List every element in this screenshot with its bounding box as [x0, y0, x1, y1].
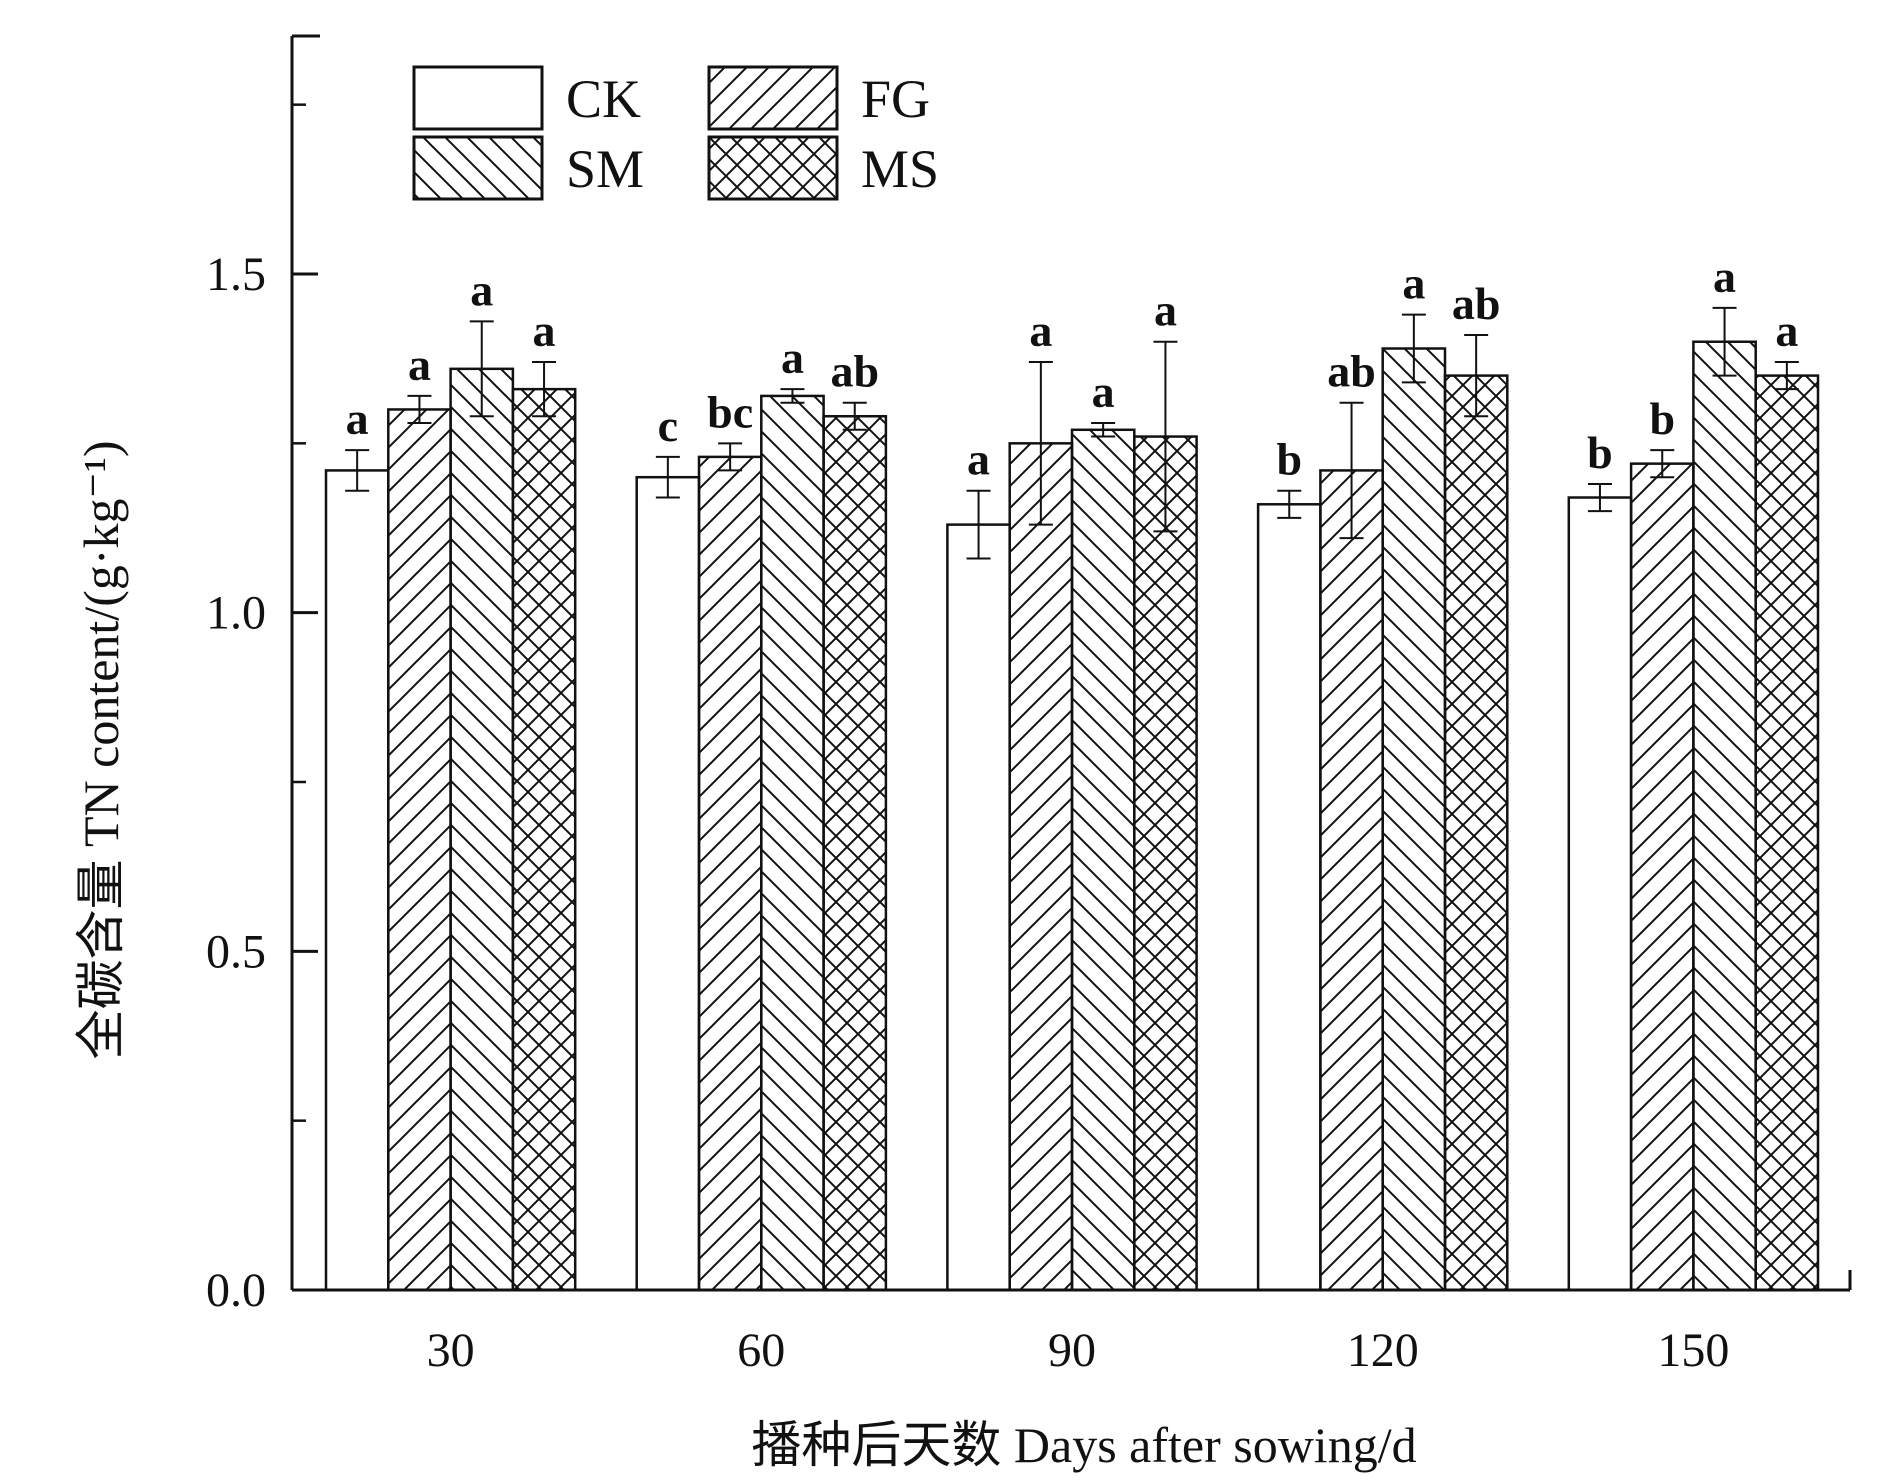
significance-label: b — [1587, 427, 1613, 478]
bar-CK-120 — [1256, 503, 1322, 1292]
error-bar-MS-150 — [1774, 361, 1799, 391]
error-bar-CK-90 — [966, 489, 991, 560]
error-bar-SM-150 — [1712, 306, 1737, 377]
bar-CK-90 — [946, 523, 1011, 1292]
significance-label: a — [408, 339, 431, 390]
legend-item-FG: FG — [707, 65, 930, 131]
significance-label: a — [346, 393, 369, 444]
bar-SM-90 — [1070, 428, 1136, 1292]
legend-swatch — [412, 135, 544, 201]
legend-swatch — [412, 65, 544, 131]
significance-label: ab — [1327, 346, 1376, 397]
bar-CK-60 — [635, 475, 701, 1292]
legend-item-CK: CK — [412, 65, 641, 131]
significance-label: a — [967, 434, 990, 485]
error-bar-FG-30 — [407, 394, 432, 425]
error-bar-SM-120 — [1401, 313, 1426, 384]
significance-label: a — [1154, 285, 1177, 336]
error-bar-MS-120 — [1464, 333, 1489, 418]
error-bar-MS-90 — [1153, 340, 1178, 533]
bar-SM-120 — [1381, 347, 1447, 1292]
significance-label: ab — [830, 346, 879, 397]
x-tick-label: 150 — [1657, 1324, 1729, 1377]
legend-label: SM — [566, 139, 644, 199]
error-bar-MS-30 — [532, 361, 557, 418]
legend-swatch — [707, 135, 839, 201]
legend-label: CK — [566, 69, 641, 129]
bar-CK-150 — [1567, 496, 1633, 1292]
error-bar-FG-120 — [1339, 401, 1364, 540]
error-bar-CK-120 — [1277, 489, 1302, 519]
significance-label: a — [1713, 251, 1736, 302]
error-bar-FG-90 — [1028, 361, 1053, 526]
error-bar-CK-30 — [345, 449, 370, 492]
y-tick-label: 0.5 — [206, 925, 266, 978]
error-bar-FG-150 — [1650, 449, 1675, 479]
legend-swatch — [707, 65, 839, 131]
bar-CK-30 — [324, 469, 390, 1292]
x-tick-label: 60 — [737, 1324, 785, 1377]
significance-label: a — [533, 305, 556, 356]
significance-label: a — [1775, 305, 1798, 356]
error-bar-CK-60 — [655, 455, 680, 499]
bar-FG-90 — [1008, 442, 1074, 1292]
significance-label: bc — [707, 386, 753, 437]
legend-label: MS — [861, 139, 939, 199]
bar-SM-60 — [760, 394, 825, 1292]
bar-MS-60 — [822, 414, 888, 1292]
bar-FG-150 — [1629, 462, 1695, 1292]
y-tick-label: 1.5 — [206, 248, 266, 301]
error-bar-SM-60 — [780, 388, 805, 404]
significance-label: a — [1092, 366, 1115, 417]
x-axis-label: 播种后天数 Days after sowing/d — [751, 1417, 1416, 1473]
significance-label: ab — [1452, 278, 1501, 329]
bar-FG-30 — [387, 408, 452, 1292]
bar-MS-120 — [1443, 374, 1509, 1292]
significance-label: a — [781, 332, 804, 383]
legend-label: FG — [861, 69, 930, 129]
bar-MS-30 — [511, 387, 577, 1292]
error-bar-SM-90 — [1091, 422, 1116, 438]
significance-label: c — [658, 400, 678, 451]
bar-SM-30 — [449, 367, 515, 1292]
significance-label: a — [1402, 258, 1425, 309]
y-tick-label: 0.0 — [206, 1264, 266, 1317]
x-tick-label: 120 — [1347, 1324, 1419, 1377]
bar-SM-150 — [1692, 340, 1757, 1292]
y-axis-label: 全碳含量 TN content/(g·kg⁻¹) — [73, 440, 129, 1059]
error-bar-CK-150 — [1587, 482, 1612, 513]
x-tick-label: 90 — [1048, 1324, 1096, 1377]
y-tick-label: 1.0 — [206, 587, 266, 640]
error-bar-FG-60 — [718, 442, 743, 472]
error-bar-SM-30 — [469, 320, 494, 418]
error-bar-MS-60 — [842, 401, 867, 431]
bar-MS-90 — [1133, 435, 1198, 1292]
significance-label: b — [1276, 434, 1302, 485]
significance-label: a — [470, 264, 493, 315]
significance-label: a — [1029, 305, 1052, 356]
significance-label: b — [1649, 393, 1675, 444]
bar-MS-150 — [1754, 374, 1820, 1292]
legend: CK FG SM MS — [412, 65, 939, 201]
bar-FG-60 — [697, 455, 763, 1292]
legend-item-SM: SM — [412, 135, 644, 201]
x-tick-label: 30 — [427, 1324, 475, 1377]
bar-FG-120 — [1319, 469, 1384, 1292]
legend-item-MS: MS — [707, 135, 939, 201]
